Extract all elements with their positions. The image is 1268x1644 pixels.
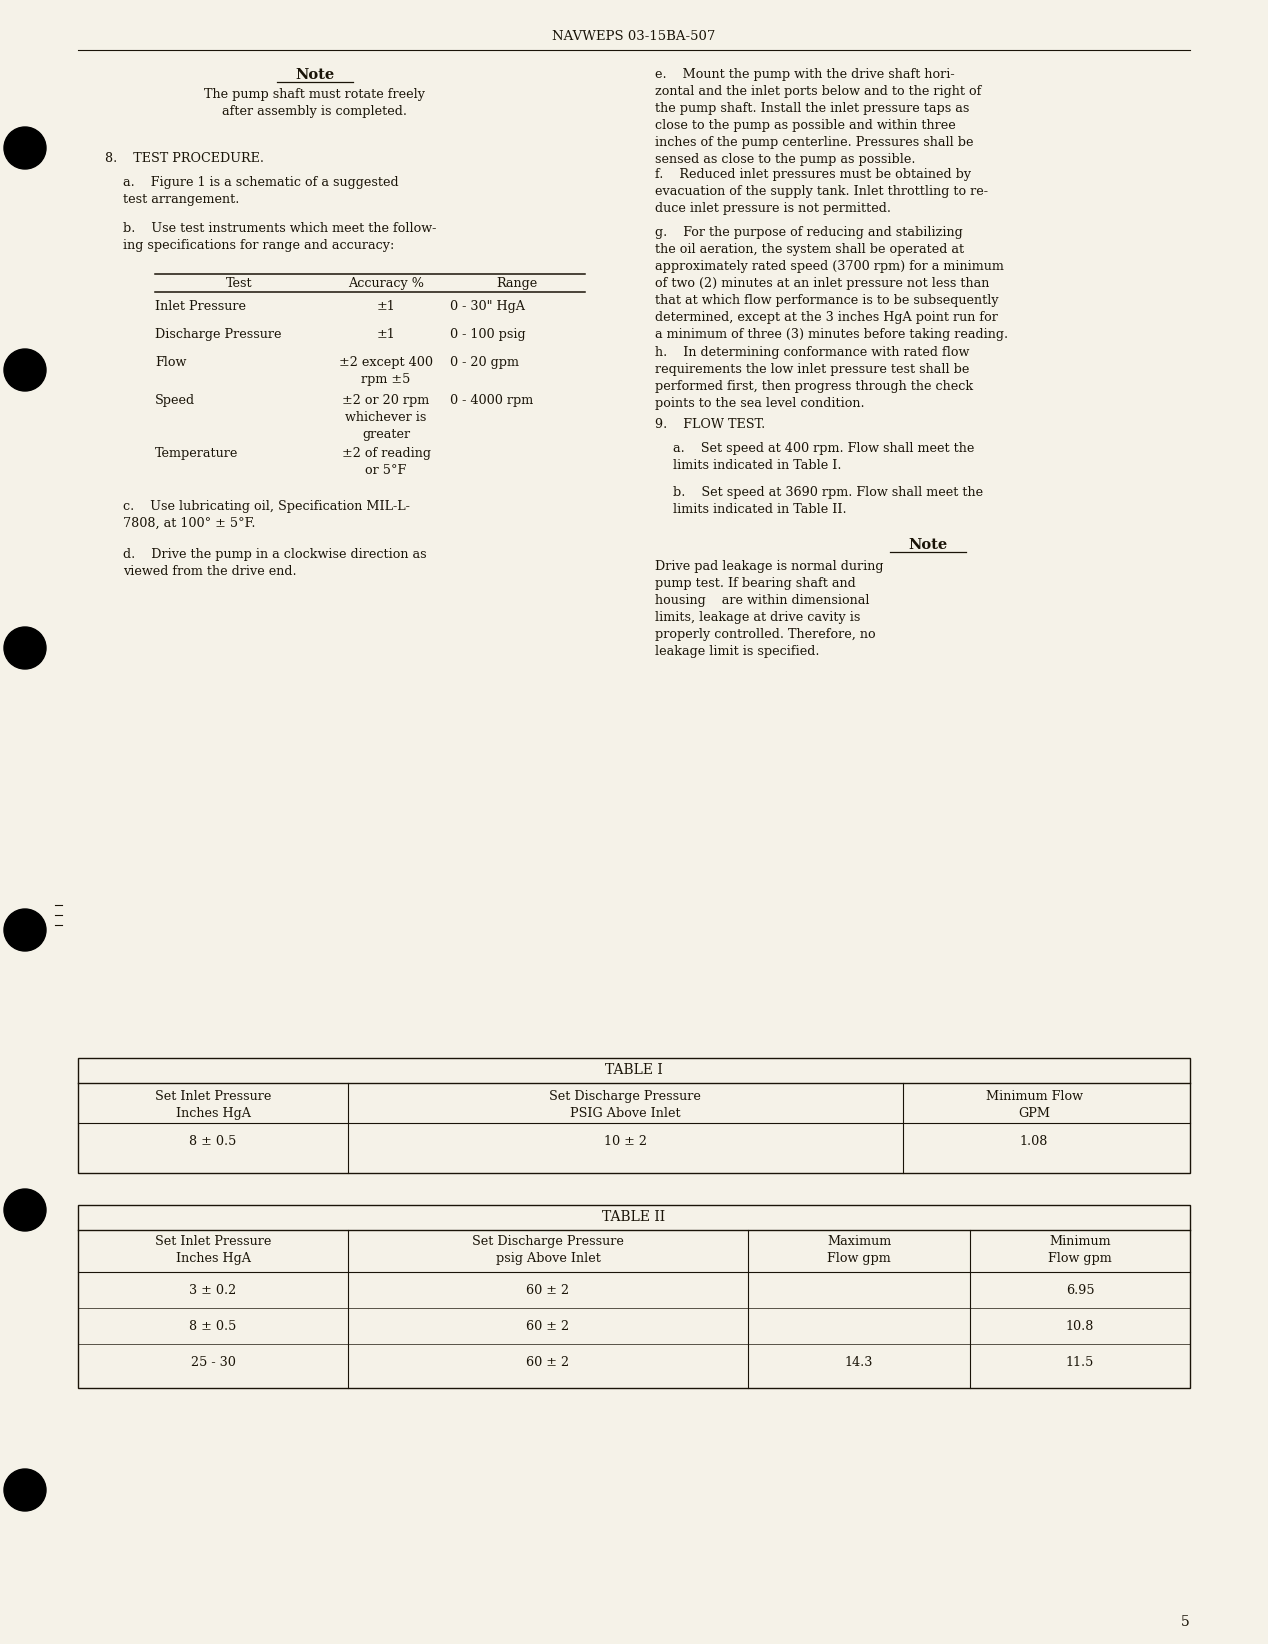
Circle shape [4,1470,46,1511]
Text: Drive pad leakage is normal during
pump test. If bearing shaft and
housing    ar: Drive pad leakage is normal during pump … [656,561,884,658]
Text: Inlet Pressure: Inlet Pressure [155,299,246,312]
Text: b.    Use test instruments which meet the follow-
ing specifications for range a: b. Use test instruments which meet the f… [123,222,436,252]
Text: 10 ± 2: 10 ± 2 [604,1134,647,1148]
Text: Note: Note [295,67,335,82]
Text: Set Discharge Pressure
PSIG Above Inlet: Set Discharge Pressure PSIG Above Inlet [549,1090,701,1120]
Circle shape [4,127,46,169]
Text: a.    Set speed at 400 rpm. Flow shall meet the
limits indicated in Table I.: a. Set speed at 400 rpm. Flow shall meet… [673,442,974,472]
Text: Speed: Speed [155,395,195,408]
Text: The pump shaft must rotate freely
after assembly is completed.: The pump shaft must rotate freely after … [204,89,426,118]
Circle shape [4,349,46,391]
Text: 14.3: 14.3 [844,1356,874,1369]
Text: 8 ± 0.5: 8 ± 0.5 [189,1320,237,1333]
Text: Range: Range [496,276,538,289]
Text: Minimum
Flow gpm: Minimum Flow gpm [1049,1235,1112,1264]
Text: e.    Mount the pump with the drive shaft hori-
zontal and the inlet ports below: e. Mount the pump with the drive shaft h… [656,67,981,166]
Text: a.    Figure 1 is a schematic of a suggested
test arrangement.: a. Figure 1 is a schematic of a suggeste… [123,176,398,206]
Text: 8.    TEST PROCEDURE.: 8. TEST PROCEDURE. [105,151,264,164]
Text: Note: Note [908,538,947,552]
Text: f.    Reduced inlet pressures must be obtained by
evacuation of the supply tank.: f. Reduced inlet pressures must be obtai… [656,168,988,215]
Text: 0 - 4000 rpm: 0 - 4000 rpm [450,395,534,408]
Text: TABLE I: TABLE I [605,1064,663,1077]
Text: 0 - 20 gpm: 0 - 20 gpm [450,357,519,368]
Text: Minimum Flow
GPM: Minimum Flow GPM [985,1090,1083,1120]
Text: Accuracy %: Accuracy % [347,276,424,289]
Text: 3 ± 0.2: 3 ± 0.2 [189,1284,237,1297]
Text: 9.    FLOW TEST.: 9. FLOW TEST. [656,418,766,431]
Text: g.    For the purpose of reducing and stabilizing
the oil aeration, the system s: g. For the purpose of reducing and stabi… [656,225,1008,340]
Text: NAVWEPS 03-15BA-507: NAVWEPS 03-15BA-507 [553,30,715,43]
Circle shape [4,626,46,669]
Text: 60 ± 2: 60 ± 2 [526,1356,569,1369]
Text: b.    Set speed at 3690 rpm. Flow shall meet the
limits indicated in Table II.: b. Set speed at 3690 rpm. Flow shall mee… [673,487,983,516]
Text: 0 - 100 psig: 0 - 100 psig [450,329,526,340]
Text: ±2 of reading
or 5°F: ±2 of reading or 5°F [341,447,431,477]
Text: 10.8: 10.8 [1066,1320,1094,1333]
Text: 11.5: 11.5 [1066,1356,1094,1369]
Text: Set Discharge Pressure
psig Above Inlet: Set Discharge Pressure psig Above Inlet [472,1235,624,1264]
Text: c.    Use lubricating oil, Specification MIL-L-
7808, at 100° ± 5°F.: c. Use lubricating oil, Specification MI… [123,500,410,529]
Text: h.    In determining conformance with rated flow
requirements the low inlet pres: h. In determining conformance with rated… [656,345,973,409]
Text: Set Inlet Pressure
Inches HgA: Set Inlet Pressure Inches HgA [155,1235,271,1264]
Text: Set Inlet Pressure
Inches HgA: Set Inlet Pressure Inches HgA [155,1090,271,1120]
Circle shape [4,1189,46,1231]
Text: ±1: ±1 [377,299,396,312]
Text: 60 ± 2: 60 ± 2 [526,1284,569,1297]
Text: 0 - 30" HgA: 0 - 30" HgA [450,299,525,312]
Bar [79,1205,1189,1388]
Text: Flow: Flow [155,357,186,368]
Text: d.    Drive the pump in a clockwise direction as
viewed from the drive end.: d. Drive the pump in a clockwise directi… [123,547,426,579]
Text: 1.08: 1.08 [1019,1134,1049,1148]
Text: Discharge Pressure: Discharge Pressure [155,329,281,340]
Text: ±2 except 400
rpm ±5: ±2 except 400 rpm ±5 [339,357,432,386]
Text: Temperature: Temperature [155,447,238,460]
Text: 60 ± 2: 60 ± 2 [526,1320,569,1333]
Text: 6.95: 6.95 [1065,1284,1094,1297]
Text: 8 ± 0.5: 8 ± 0.5 [189,1134,237,1148]
Text: ±2 or 20 rpm
whichever is
greater: ±2 or 20 rpm whichever is greater [342,395,430,441]
Bar [79,1059,1189,1174]
Text: TABLE II: TABLE II [602,1210,666,1225]
Text: Test: Test [226,276,252,289]
Text: ±1: ±1 [377,329,396,340]
Text: 25 - 30: 25 - 30 [190,1356,236,1369]
Circle shape [4,909,46,950]
Text: 5: 5 [1182,1614,1189,1629]
Text: Maximum
Flow gpm: Maximum Flow gpm [827,1235,891,1264]
